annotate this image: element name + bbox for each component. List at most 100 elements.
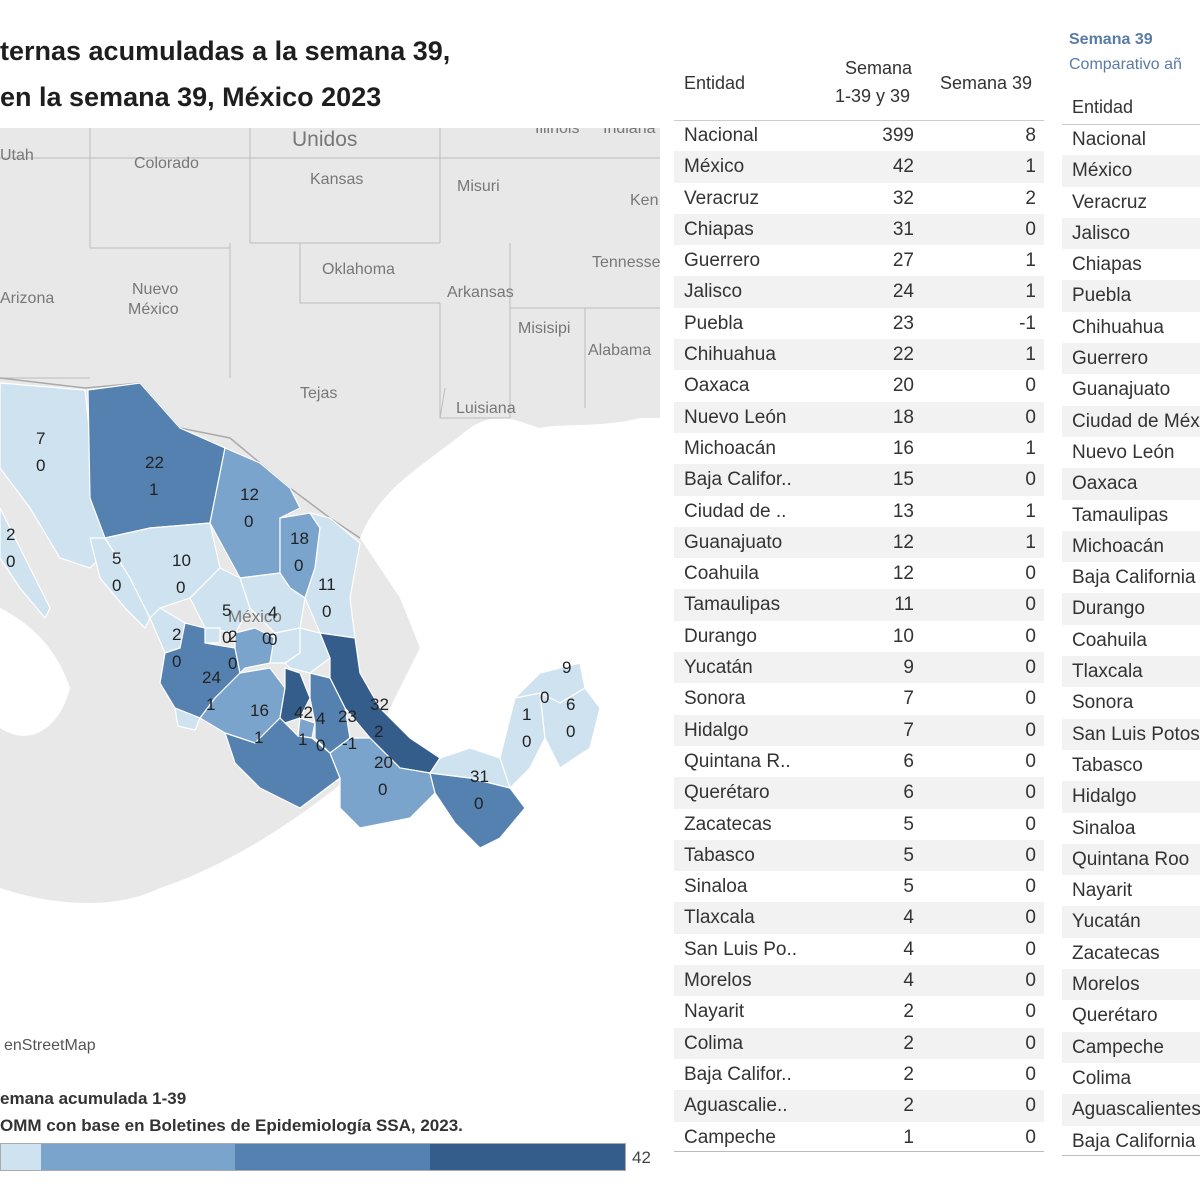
table1-header-entidad[interactable]: Entidad	[684, 73, 746, 93]
table-row[interactable]: Colima 2 0	[674, 1027, 1044, 1059]
table-row[interactable]: Chiapas 31 0	[674, 213, 1044, 246]
table-row[interactable]: Nacional	[1062, 124, 1200, 155]
cell-semana39: 0	[1025, 218, 1036, 240]
table-row[interactable]: Quintana R.. 6 0	[674, 746, 1044, 777]
table-row[interactable]: Aguascalientes	[1062, 1094, 1200, 1126]
table-row[interactable]: Morelos 4 0	[674, 965, 1044, 997]
cell-acumulado: 11	[894, 594, 914, 616]
table-row[interactable]: Tlaxcala	[1062, 656, 1200, 688]
title-line-1: ternas acumuladas a la semana 39,	[0, 36, 451, 66]
table-row[interactable]: Coahuila 12 0	[674, 558, 1044, 589]
state-baja-california-sur[interactable]	[0, 507, 51, 620]
table-row[interactable]: Durango 10 0	[674, 621, 1044, 652]
table-row[interactable]: Baja California	[1062, 562, 1200, 593]
table-row[interactable]: Campeche	[1062, 1031, 1200, 1063]
table1-header-semana39[interactable]: Semana 39	[940, 73, 1033, 93]
table-row[interactable]: Oaxaca	[1062, 468, 1200, 500]
state-cumulative-label: 4	[316, 709, 325, 728]
table-row[interactable]: Jalisco 24 1	[674, 276, 1044, 308]
table-row[interactable]: Hidalgo 7 0	[674, 714, 1044, 746]
table-row[interactable]: México	[1062, 155, 1200, 187]
cell-entidad: Sinaloa	[684, 876, 748, 898]
cell-semana39: 1	[1025, 437, 1036, 459]
table-row[interactable]: Tamaulipas 11 0	[674, 589, 1044, 621]
label-misisipi: Misisipi	[518, 320, 570, 337]
table-row[interactable]: Tlaxcala 4 0	[674, 902, 1044, 934]
table-row[interactable]: Guerrero 27 1	[674, 245, 1044, 276]
choropleth-map[interactable]: México Unidos Utah Colorado Kansas Misur…	[0, 128, 660, 1063]
table-row[interactable]: Baja Califor.. 2 0	[674, 1059, 1044, 1090]
table-row[interactable]: Chiapas	[1062, 249, 1200, 280]
cell-acumulado: 23	[892, 312, 914, 334]
table-row[interactable]: Coahuila	[1062, 625, 1200, 656]
state-san-luis-potosi[interactable]	[239, 572, 306, 634]
table-row[interactable]: Durango	[1062, 593, 1200, 625]
table-row[interactable]: Yucatán	[1062, 906, 1200, 938]
table-row[interactable]: Morelos	[1062, 969, 1200, 1001]
table-row[interactable]: Querétaro 6 0	[674, 777, 1044, 809]
table-row[interactable]: Tamaulipas	[1062, 500, 1200, 531]
cell-semana39: 0	[1025, 594, 1036, 616]
cell-semana39: 0	[1025, 750, 1036, 772]
table-row[interactable]: Nayarit	[1062, 875, 1200, 906]
table-row[interactable]: Hidalgo	[1062, 781, 1200, 813]
state-colima[interactable]	[174, 707, 201, 731]
table-row[interactable]: Yucatán 9 0	[674, 652, 1044, 684]
table-row[interactable]: Michoacán 16 1	[674, 433, 1044, 464]
table-row[interactable]: Sinaloa 5 0	[674, 871, 1044, 902]
table-row[interactable]: Baja California	[1062, 1126, 1200, 1157]
table-row[interactable]: Puebla 23 -1	[674, 308, 1044, 339]
table-row[interactable]: Colima	[1062, 1063, 1200, 1094]
table-row[interactable]: Sinaloa	[1062, 813, 1200, 844]
state-week-label: 0	[322, 602, 331, 621]
table-row[interactable]: Zacatecas 5 0	[674, 809, 1044, 840]
state-cumulative-label: 2	[172, 625, 181, 644]
table-row[interactable]: Zacatecas	[1062, 938, 1200, 969]
table1-header-semana-l2[interactable]: 1-39 y 39	[835, 86, 911, 106]
table-row[interactable]: Campeche 1 0	[674, 1122, 1044, 1153]
map-canvas[interactable]: México Unidos Utah Colorado Kansas Misur…	[0, 128, 660, 1063]
state-guanajuato[interactable]	[234, 627, 276, 675]
table-row[interactable]: Puebla	[1062, 280, 1200, 312]
table-row[interactable]: Ciudad de Méx	[1062, 405, 1200, 437]
table-row[interactable]: Veracruz	[1062, 187, 1200, 218]
table-row[interactable]: Ciudad de .. 13 1	[674, 496, 1044, 527]
table1-header-semana-l1[interactable]: Semana	[845, 58, 913, 78]
table-row[interactable]: San Luis Potos	[1062, 718, 1200, 750]
table-row[interactable]: Guanajuato 12 1	[674, 526, 1044, 559]
state-aguascalientes[interactable]	[204, 627, 221, 644]
table-row[interactable]: San Luis Po.. 4 0	[674, 934, 1044, 965]
state-week-label: 0	[316, 736, 325, 755]
cell-acumulado: 4	[903, 938, 914, 960]
table-row[interactable]: Chihuahua	[1062, 312, 1200, 343]
state-quintana-roo[interactable]	[539, 687, 601, 769]
table-row[interactable]: Aguascalie.. 2 0	[674, 1090, 1044, 1122]
table-row[interactable]: Nuevo León	[1062, 437, 1200, 468]
table-row[interactable]: México 42 1	[674, 151, 1044, 183]
table-row[interactable]: Nuevo León 18 0	[674, 401, 1044, 433]
table-row[interactable]: Nacional 399 8	[674, 120, 1044, 151]
state-mexico[interactable]	[279, 667, 311, 724]
table-row[interactable]: Guanajuato	[1062, 374, 1200, 405]
table2-header-entidad[interactable]: Entidad	[1072, 97, 1134, 117]
table-row[interactable]: Guerrero	[1062, 343, 1200, 375]
table-row[interactable]: Tabasco 5 0	[674, 839, 1044, 872]
cell-entidad: Morelos	[684, 970, 752, 992]
table-row[interactable]: Baja Califor.. 15 0	[674, 464, 1044, 496]
cell-acumulado: 5	[903, 844, 914, 866]
state-cumulative-label: 0	[540, 688, 549, 707]
table-row[interactable]: Sonora	[1062, 687, 1200, 718]
table-row[interactable]: Oaxaca 20 0	[674, 370, 1044, 401]
table-row[interactable]: Jalisco	[1062, 217, 1200, 250]
table-row[interactable]: Sonora 7 0	[674, 683, 1044, 714]
table-row[interactable]: Chihuahua 22 1	[674, 339, 1044, 371]
table-row[interactable]: Quintana Roo	[1062, 843, 1200, 876]
cell-entidad: Coahuila	[684, 563, 759, 585]
table-row[interactable]: Veracruz 32 2	[674, 183, 1044, 214]
cell-entidad: Sinaloa	[1072, 817, 1136, 839]
table-row[interactable]: Tabasco	[1062, 750, 1200, 781]
cell-semana39: 0	[1025, 1063, 1036, 1085]
table-row[interactable]: Querétaro	[1062, 1000, 1200, 1031]
table-row[interactable]: Michoacán	[1062, 530, 1200, 563]
table-row[interactable]: Nayarit 2 0	[674, 996, 1044, 1027]
